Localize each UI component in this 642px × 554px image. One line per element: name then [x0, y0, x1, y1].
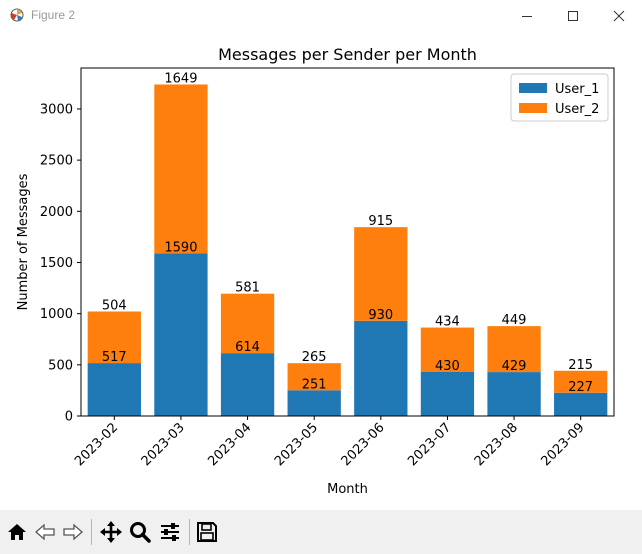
x-tick-label: 2023-02: [72, 420, 121, 469]
data-label: 251: [302, 377, 327, 392]
close-icon: [613, 10, 625, 21]
legend-entry: User_1: [555, 82, 599, 97]
configure-subplots-button[interactable]: [156, 518, 184, 546]
x-axis-label: Month: [327, 482, 368, 497]
bar-user-2: [87, 311, 141, 364]
y-axis-label: Number of Messages: [16, 173, 31, 310]
bar-user-2: [354, 227, 408, 321]
matplotlib-app-icon: [10, 8, 24, 22]
y-tick-label: 2000: [40, 205, 73, 220]
maximize-icon: [568, 10, 578, 21]
y-tick-label: 3000: [40, 102, 73, 117]
save-icon: [197, 522, 217, 542]
data-label: 227: [568, 380, 593, 395]
chart-title: Messages per Sender per Month: [218, 45, 477, 64]
bar-user-1: [287, 390, 341, 416]
bar-user-1: [487, 372, 541, 416]
navigation-toolbar: [0, 510, 642, 554]
forward-icon: [63, 523, 83, 541]
back-icon: [35, 523, 55, 541]
bar-user-2: [154, 84, 208, 254]
bar-user-1: [420, 371, 475, 416]
x-tick-label: 2023-08: [472, 420, 521, 469]
data-label: 1590: [164, 240, 197, 255]
bar-user-2: [220, 293, 275, 354]
data-label: 517: [102, 350, 127, 365]
data-label: 1649: [164, 71, 197, 86]
x-tick-label: 2023-07: [405, 420, 454, 469]
minimize-button[interactable]: [504, 0, 550, 31]
data-label: 430: [435, 359, 460, 374]
maximize-button[interactable]: [550, 0, 596, 31]
bar-user-1: [554, 392, 608, 416]
y-tick-label: 0: [65, 410, 73, 425]
forward-button[interactable]: [59, 518, 87, 546]
bar-user-1: [354, 320, 408, 416]
data-label: 581: [235, 281, 260, 296]
close-button[interactable]: [596, 0, 642, 31]
bar-user-1: [154, 253, 208, 416]
data-label: 915: [368, 214, 393, 229]
figure-canvas: Messages per Sender per Month 517 504 2023-…: [0, 31, 642, 510]
bar-user-2: [420, 327, 475, 372]
minimize-icon: [522, 15, 532, 17]
data-label: 265: [302, 350, 327, 365]
configure-subplots-icon: [161, 523, 179, 541]
data-label: 614: [235, 340, 260, 355]
home-button[interactable]: [3, 518, 31, 546]
window-title: Figure 2: [31, 8, 76, 22]
window-titlebar: Figure 2: [0, 0, 642, 31]
home-icon: [8, 524, 26, 540]
y-tick-label: 2500: [40, 154, 73, 169]
data-label: 429: [502, 359, 527, 374]
bar-user-2: [287, 363, 341, 391]
legend-swatch: [519, 103, 547, 113]
bar-user-1: [220, 353, 275, 416]
x-tick-label: 2023-04: [205, 420, 254, 469]
y-tick-label: 500: [48, 358, 73, 373]
x-tick-label: 2023-06: [339, 420, 388, 469]
save-button[interactable]: [193, 518, 221, 546]
pan-icon: [100, 521, 122, 543]
x-tick-label: 2023-05: [272, 420, 321, 469]
axes-frame: [80, 67, 615, 417]
y-tick-label: 1000: [40, 307, 73, 322]
y-tick-label: 1500: [40, 256, 73, 271]
bar-user-1: [87, 363, 141, 416]
legend-entry: User_2: [555, 102, 599, 117]
data-label: 504: [102, 298, 127, 313]
back-button[interactable]: [31, 518, 59, 546]
toolbar-separator: [189, 519, 190, 545]
bar-user-2: [487, 326, 541, 373]
x-tick-label: 2023-03: [139, 420, 188, 469]
toolbar-separator: [91, 519, 92, 545]
data-label: 449: [502, 313, 527, 328]
data-label: 930: [368, 308, 393, 323]
data-label: 434: [435, 315, 460, 330]
x-tick-label: 2023-09: [538, 420, 587, 469]
bar-user-2: [554, 370, 608, 393]
stacked-bar-chart: Messages per Sender per Month 517 504 2023-…: [16, 45, 615, 497]
zoom-button[interactable]: [126, 518, 154, 546]
zoom-icon: [130, 522, 151, 543]
pan-button[interactable]: [97, 518, 125, 546]
legend-swatch: [519, 83, 547, 93]
data-label: 215: [568, 358, 593, 373]
